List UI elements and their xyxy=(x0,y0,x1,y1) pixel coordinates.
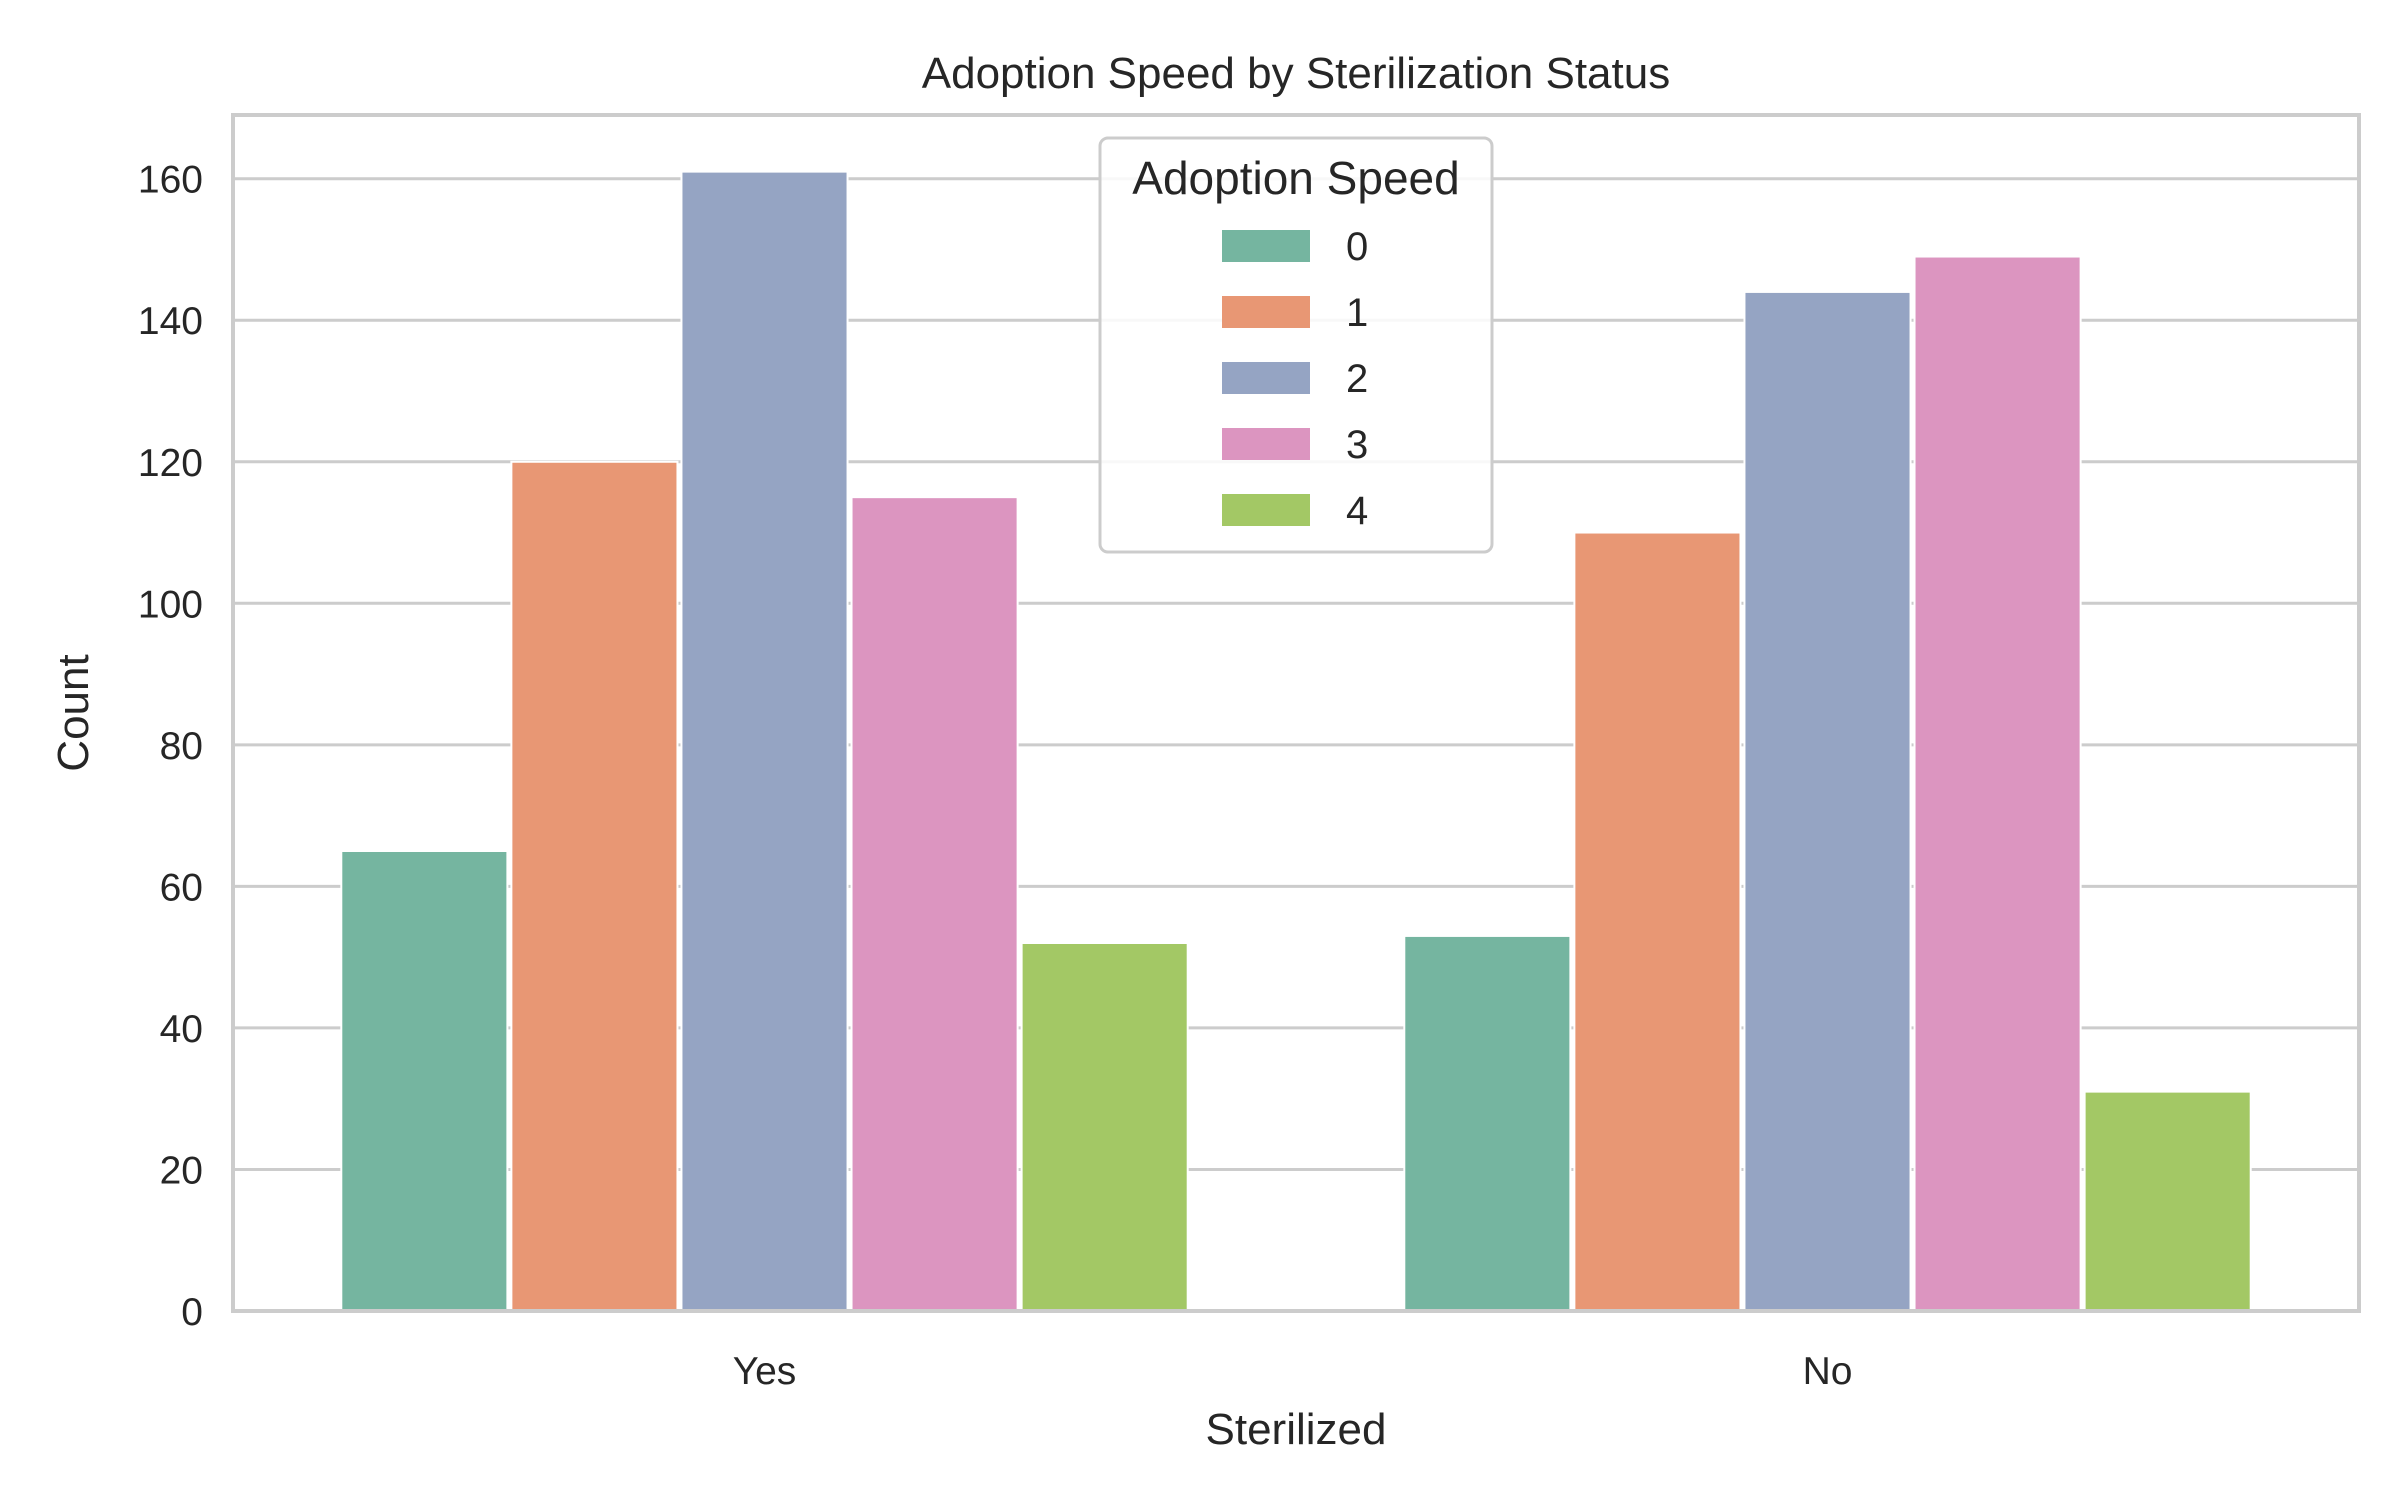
bar-no-speed-2 xyxy=(1743,290,1912,1312)
bar-no-speed-1 xyxy=(1573,531,1742,1312)
legend-label: 2 xyxy=(1346,357,1368,401)
y-tick-label: 20 xyxy=(160,1149,203,1192)
x-tick-labels: Yes No xyxy=(733,1350,1853,1393)
bar-no-speed-4 xyxy=(2083,1090,2252,1312)
legend-swatch-4 xyxy=(1222,494,1310,526)
legend-label: 1 xyxy=(1346,291,1368,335)
x-axis-label: Sterilized xyxy=(1206,1405,1387,1454)
y-tick-label: 80 xyxy=(160,725,203,768)
legend: Adoption Speed 0 1 2 3 4 xyxy=(1098,136,1494,554)
chart-title: Adoption Speed by Sterilization Status xyxy=(922,49,1670,98)
y-tick-labels: 0 20 40 60 80 100 120 140 160 xyxy=(138,159,203,1334)
x-tick-label: No xyxy=(1803,1350,1853,1393)
legend-label: 4 xyxy=(1346,489,1368,533)
legend-swatch-3 xyxy=(1222,428,1310,460)
bar-no-speed-3 xyxy=(1913,255,2082,1312)
legend-swatch-2 xyxy=(1222,362,1310,394)
bar-yes-speed-0 xyxy=(340,850,509,1312)
y-tick-label: 120 xyxy=(138,442,203,485)
legend-label: 0 xyxy=(1346,225,1368,269)
legend-swatch-0 xyxy=(1222,230,1310,262)
bar-no-speed-0 xyxy=(1403,934,1572,1313)
bar-yes-speed-2 xyxy=(680,170,849,1313)
legend-box xyxy=(1098,136,1494,554)
y-tick-label: 40 xyxy=(160,1008,203,1051)
legend-label: 3 xyxy=(1346,423,1368,467)
bar-yes-speed-1 xyxy=(510,460,679,1312)
y-axis-label: Count xyxy=(49,654,98,771)
y-tick-label: 0 xyxy=(181,1291,203,1334)
legend-items: 0 1 2 3 4 xyxy=(1222,225,1368,533)
legend-title: Adoption Speed xyxy=(1132,152,1459,204)
legend-swatch-1 xyxy=(1222,296,1310,328)
bars xyxy=(340,170,2252,1313)
bar-yes-speed-4 xyxy=(1020,942,1189,1312)
y-tick-label: 160 xyxy=(138,159,203,202)
x-tick-label: Yes xyxy=(733,1350,797,1393)
y-tick-label: 60 xyxy=(160,866,203,909)
y-tick-label: 100 xyxy=(138,583,203,626)
y-tick-label: 140 xyxy=(138,300,203,343)
bar-yes-speed-3 xyxy=(850,496,1019,1312)
plot-frame xyxy=(231,113,2361,1313)
